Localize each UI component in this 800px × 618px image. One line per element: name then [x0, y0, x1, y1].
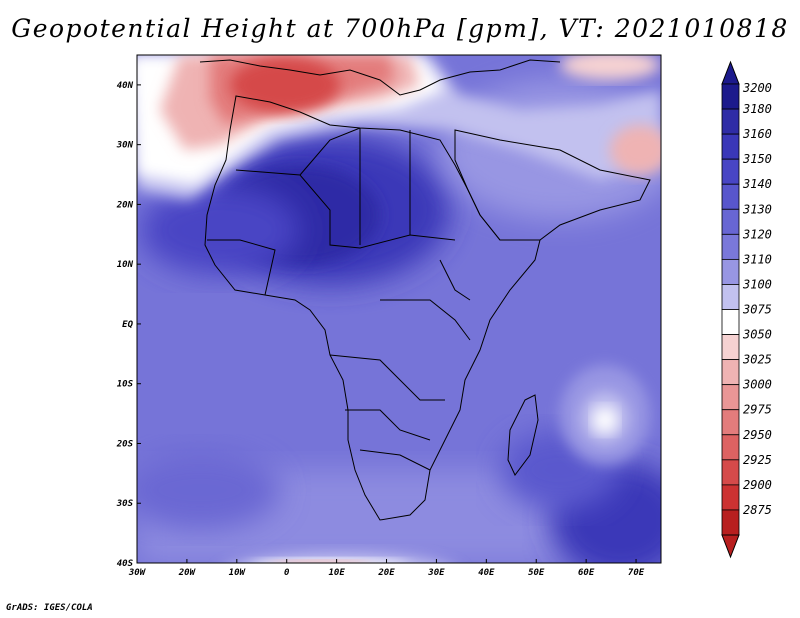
lat-tick-label: 30N [116, 141, 134, 151]
colorbar-label: 3180 [742, 102, 772, 116]
colorbar-swatch [721, 158, 740, 185]
colorbar-swatch [721, 83, 740, 110]
colorbar-label: 3025 [742, 353, 772, 367]
colorbar-label: 3110 [742, 252, 772, 266]
colorbar-bottom-arrow [721, 534, 740, 559]
colorbar-swatch [721, 208, 740, 235]
colorbar-label: 2900 [743, 478, 772, 492]
colorbar-label: 3100 [742, 277, 772, 291]
lon-tick-label: 10W [229, 568, 247, 578]
colorbar-label: 2975 [743, 403, 772, 417]
lon-tick-label: 60E [578, 568, 595, 578]
colorbar-swatch [721, 359, 740, 386]
colorbar-label: 2950 [743, 428, 772, 442]
colorbar-swatch [721, 183, 740, 210]
colorbar-label: 3130 [742, 202, 772, 216]
colorbar-swatch [721, 459, 740, 486]
lon-tick-label: 10E [328, 568, 345, 578]
height-field [137, 55, 661, 563]
plot-frame [136, 54, 662, 564]
coastlines [199, 59, 651, 521]
lon-tick-label: 50E [528, 568, 545, 578]
colorbar-swatch [721, 309, 740, 335]
colorbar-label: 3140 [742, 177, 772, 191]
colorbar-label: 3150 [742, 152, 772, 166]
lon-tick-label: 30W [128, 568, 147, 578]
lat-tick-label: 20N [116, 200, 134, 210]
colorbar-label: 3000 [742, 378, 772, 392]
credit-text: GrADS: IGES/COLA [6, 603, 93, 613]
colorbar-swatch [721, 258, 740, 285]
colorbar-swatch [721, 284, 740, 310]
lat-tick-label: 20S [116, 439, 134, 449]
lon-tick-label: 20W [178, 568, 197, 578]
lon-tick-label: 70E [628, 568, 645, 578]
colorbar-swatch [721, 108, 740, 135]
lat-tick-label: 10S [117, 380, 134, 390]
colorbar-label: 3050 [742, 328, 772, 342]
lon-tick-label: 0 [284, 568, 290, 578]
colorbar-swatch [721, 484, 740, 511]
colorbar-top-arrow [721, 60, 740, 85]
colorbar-swatch [721, 409, 740, 436]
colorbar-swatch [721, 434, 740, 461]
colorbar-swatch [721, 509, 740, 536]
lat-tick-label: 10N [117, 260, 134, 270]
colorbar-swatch [721, 384, 740, 411]
lon-tick-label: 20E [377, 568, 395, 578]
lon-tick-label: 40E [478, 568, 495, 578]
chart-title: Geopotential Height at 700hPa [gpm], VT:… [11, 14, 789, 43]
colorbar-label: 2925 [743, 453, 772, 467]
lat-tick-label: EQ [122, 320, 133, 330]
colorbar-swatch [721, 233, 740, 260]
colorbar-swatch [721, 334, 740, 361]
colorbar-label: 3160 [742, 127, 772, 141]
colorbar-swatch [721, 133, 740, 160]
lat-tick-label: 40N [117, 81, 134, 91]
lat-tick-label: 30S [116, 499, 134, 509]
colorbar-label: 3200 [742, 81, 772, 95]
lat-tick-label: 40S [117, 559, 134, 569]
colorbar-label: 3120 [742, 227, 772, 241]
colorbar-label: 3075 [742, 303, 772, 317]
colorbar-label: 2875 [743, 503, 772, 517]
lon-tick-label: 30E [427, 568, 445, 578]
